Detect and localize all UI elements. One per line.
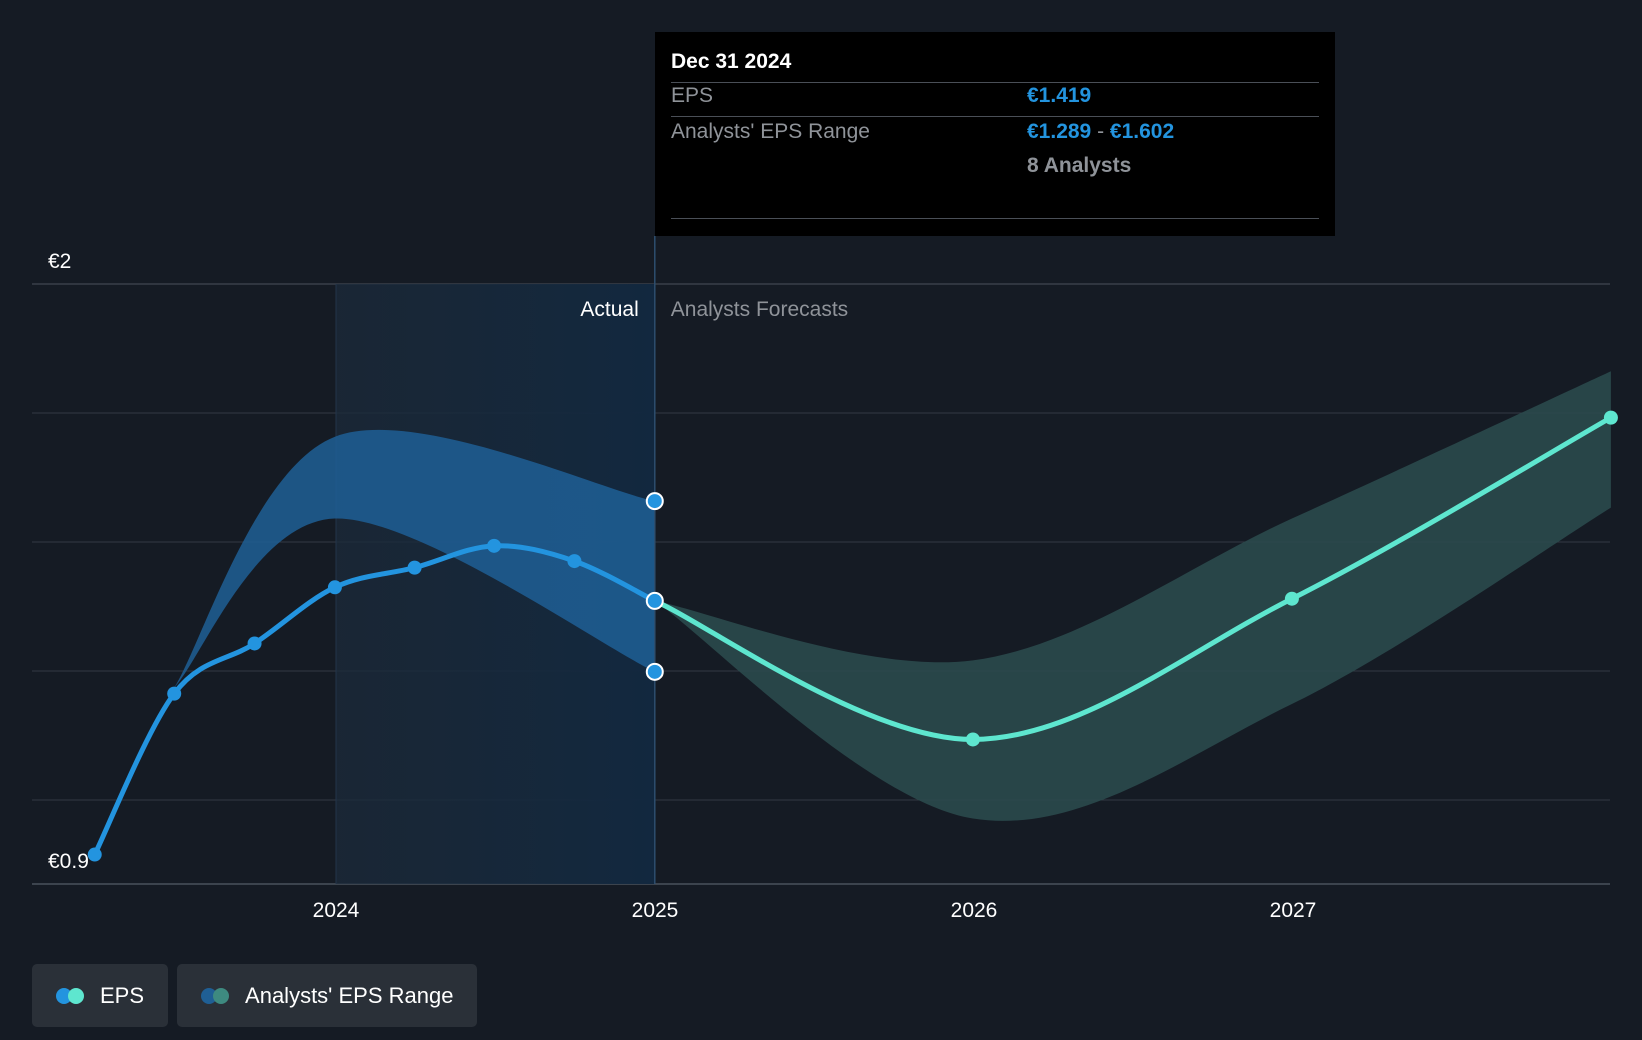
axis-ticks: €2 €0.9 2024 2025 2026 2027 bbox=[48, 250, 1316, 922]
legend-range-label: Analysts' EPS Range bbox=[245, 982, 454, 1008]
tooltip-range-value: €1.289 - €1.602 bbox=[1027, 120, 1174, 144]
y-tick-label: €0.9 bbox=[48, 850, 89, 873]
eps-point-actual[interactable] bbox=[487, 538, 502, 553]
eps-range-bands bbox=[174, 371, 1611, 821]
x-tick-label: 2025 bbox=[632, 899, 679, 922]
eps-point-forecast[interactable] bbox=[1284, 591, 1299, 606]
x-tick-label: 2024 bbox=[313, 899, 360, 922]
eps-point-actual[interactable] bbox=[87, 847, 102, 862]
forecast-section-label: Analysts Forecasts bbox=[671, 298, 848, 321]
eps-point-forecast[interactable] bbox=[965, 732, 980, 747]
legend-item-range[interactable]: Analysts' EPS Range bbox=[177, 964, 478, 1027]
eps-swatch-forecast bbox=[68, 987, 84, 1004]
eps-point-actual[interactable] bbox=[407, 560, 422, 575]
eps-range-band-forecast bbox=[654, 371, 1611, 821]
eps-points[interactable] bbox=[87, 410, 1618, 862]
tooltip-analyst-count: 8 Analysts bbox=[1027, 154, 1132, 177]
eps-point-actual[interactable] bbox=[247, 636, 262, 651]
tooltip-divider bbox=[671, 116, 1319, 117]
tooltip-range-label: Analysts' EPS Range bbox=[671, 120, 870, 143]
grid-lines bbox=[32, 283, 1610, 885]
tooltip-date: Dec 31 2024 bbox=[671, 50, 792, 73]
eps-line-forecast bbox=[652, 415, 1614, 742]
eps-point-actual[interactable] bbox=[167, 686, 182, 701]
eps-range-band-actual bbox=[174, 429, 655, 688]
eps-point-forecast[interactable] bbox=[1603, 410, 1618, 425]
legend-item-eps[interactable]: EPS bbox=[32, 964, 169, 1027]
tooltip-divider bbox=[671, 218, 1319, 219]
y-tick-label: €2 bbox=[48, 250, 71, 273]
x-tick-label: 2027 bbox=[1270, 899, 1317, 922]
eps-highlight-marker[interactable] bbox=[645, 591, 664, 610]
range-legend-icon bbox=[201, 987, 231, 1004]
tooltip-eps-value: €1.419 bbox=[1027, 84, 1092, 107]
legend: EPS Analysts' EPS Range bbox=[32, 964, 478, 1027]
data-tooltip: Dec 31 2024 EPS €1.419 Analysts' EPS Ran… bbox=[655, 32, 1335, 236]
tooltip-eps-label: EPS bbox=[671, 84, 714, 107]
range-swatch-forecast bbox=[213, 987, 230, 1004]
legend-eps-label: EPS bbox=[100, 982, 145, 1008]
tooltip-range-separator: - bbox=[1097, 120, 1105, 143]
eps-legend-icon bbox=[56, 987, 86, 1004]
tooltip-range-low: €1.289 bbox=[1027, 120, 1092, 143]
tooltip-divider bbox=[671, 82, 1319, 83]
actual-section-label: Actual bbox=[580, 298, 638, 321]
x-tick-label: 2026 bbox=[951, 899, 998, 922]
range-high-marker[interactable] bbox=[645, 492, 664, 511]
eps-point-actual[interactable] bbox=[327, 580, 342, 595]
eps-point-actual[interactable] bbox=[567, 554, 582, 569]
tooltip-range-high: €1.602 bbox=[1109, 120, 1175, 143]
range-low-marker[interactable] bbox=[645, 662, 664, 681]
